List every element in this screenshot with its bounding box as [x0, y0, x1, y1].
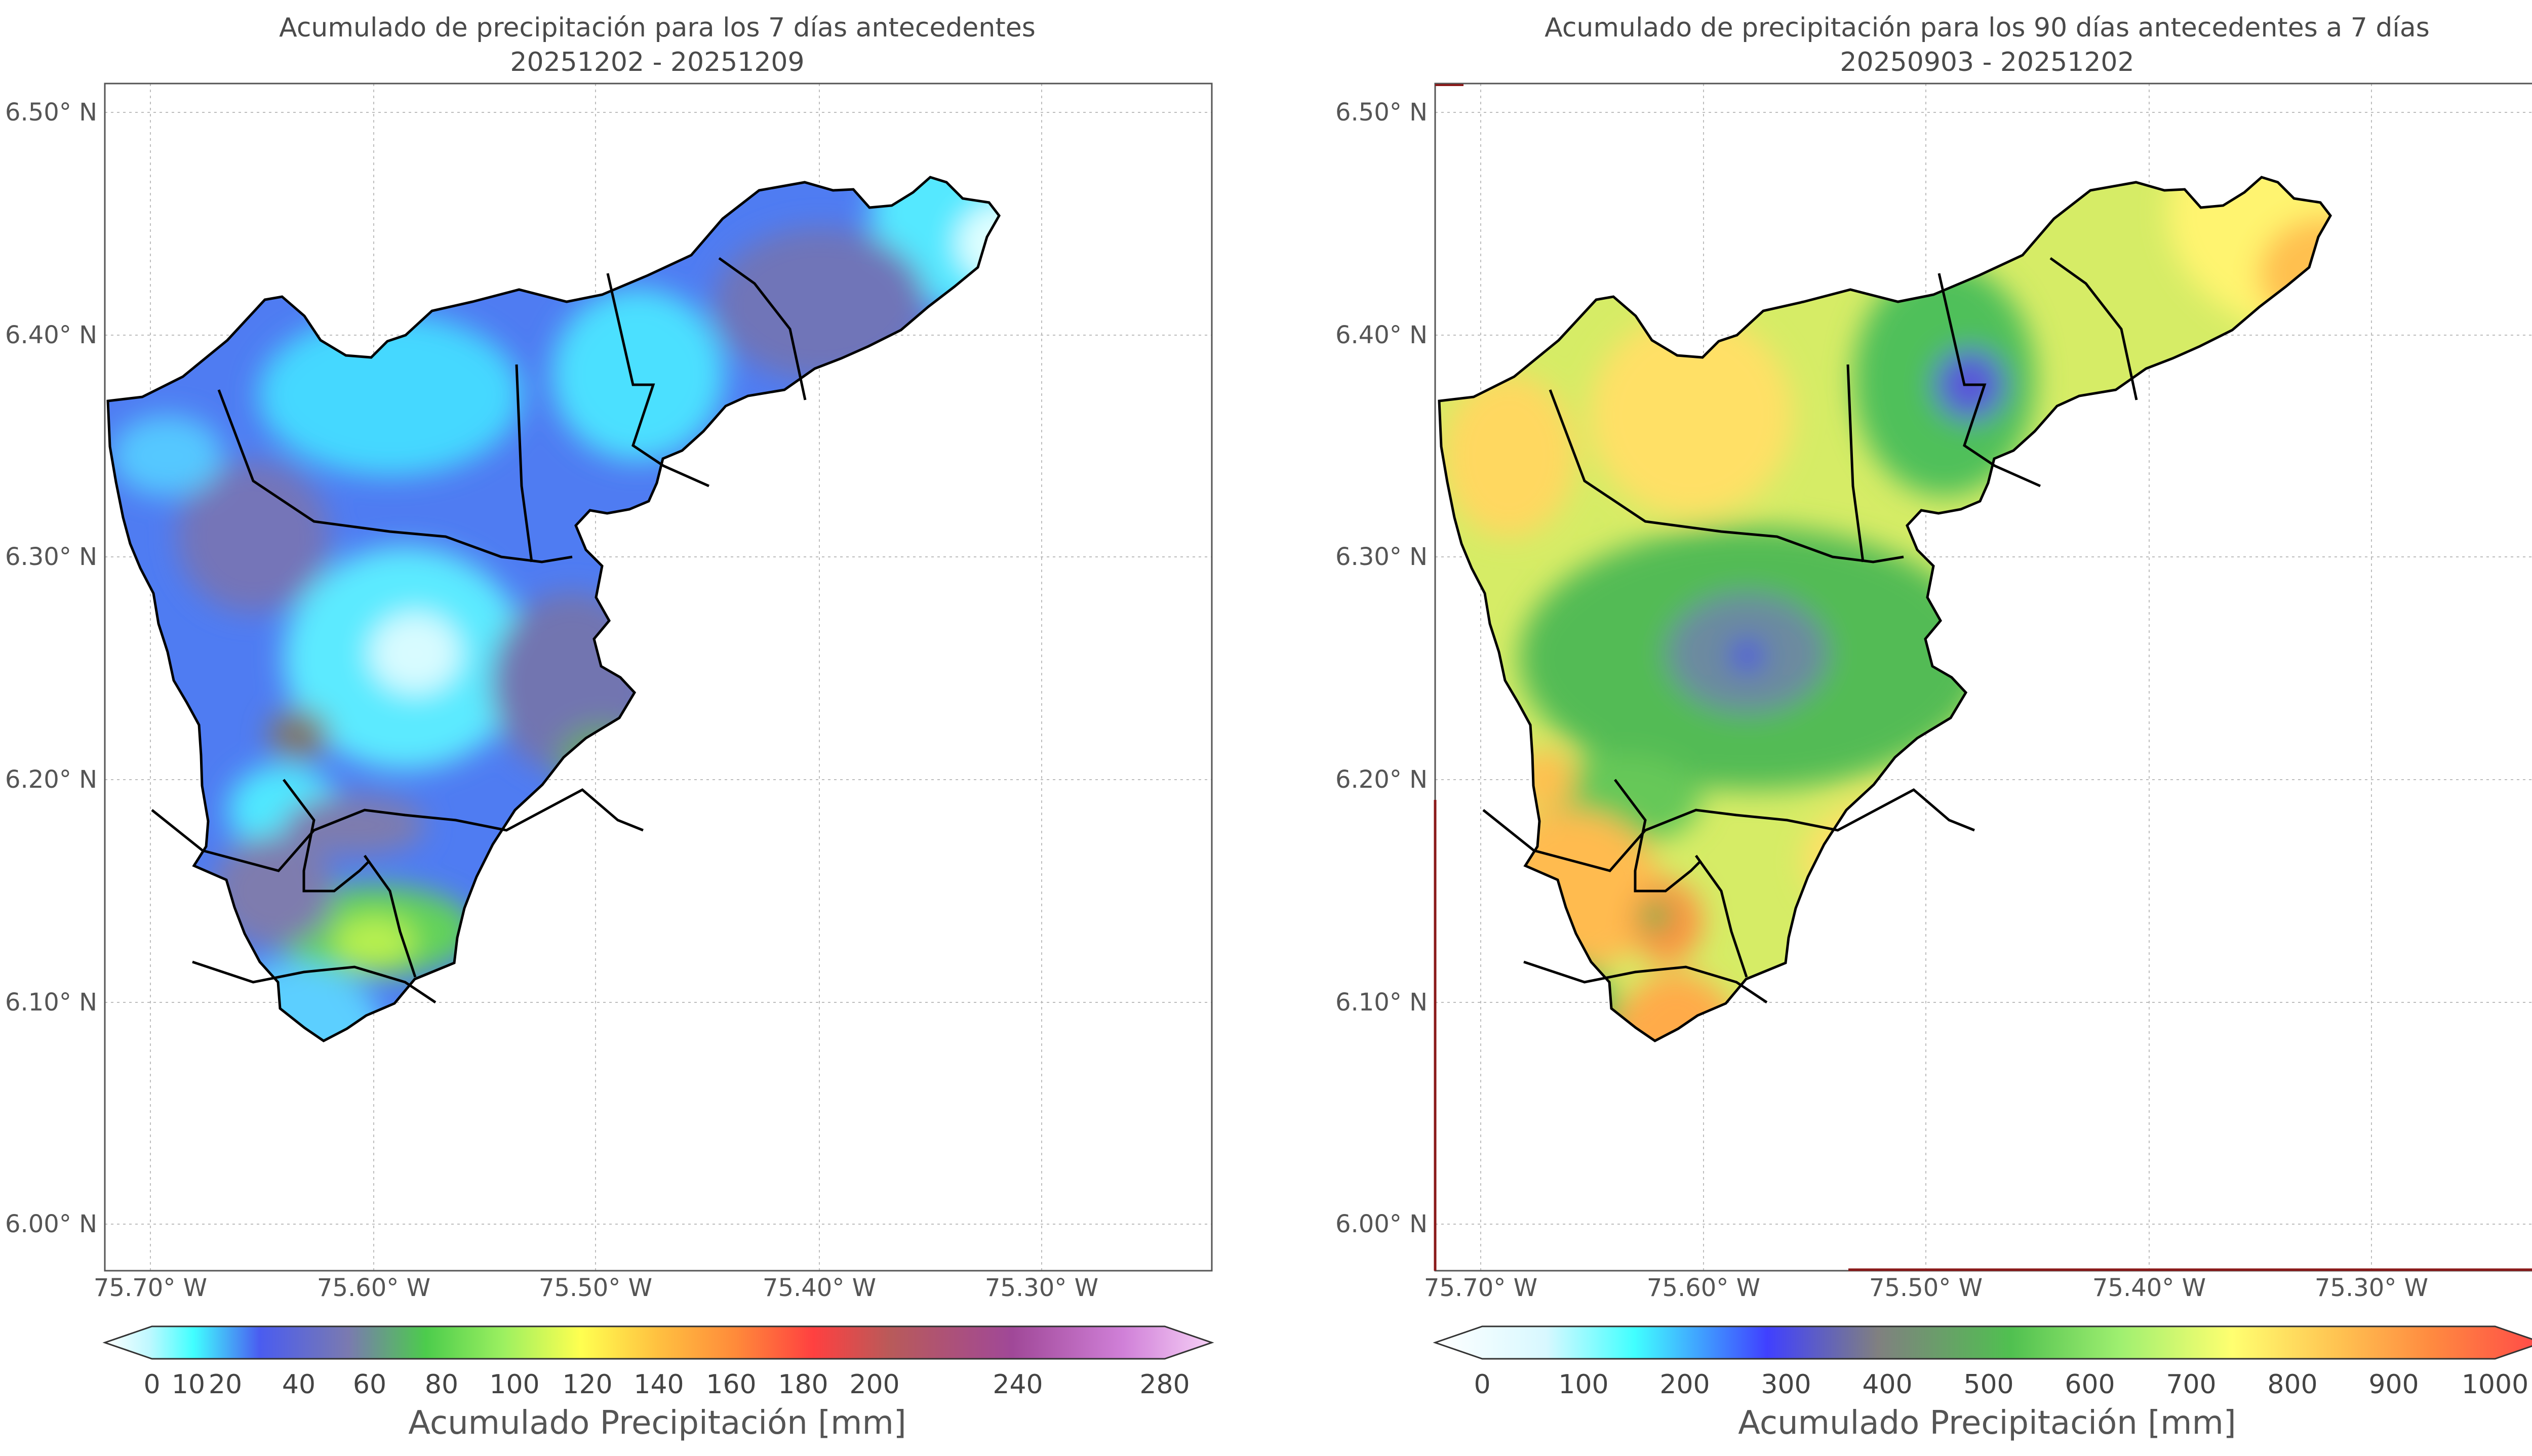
yticks-right: 6.50° N 6.40° N 6.30° N 6.20° N 6.10° N … — [1335, 98, 1428, 1238]
title-line2-left: 20251202 - 20251209 — [510, 47, 804, 77]
yticks-left: 6.50° N 6.40° N 6.30° N 6.20° N 6.10° N … — [5, 98, 97, 1238]
colorbar-left: 0 10 20 40 60 80 100 120 140 160 180 200… — [102, 1325, 1214, 1442]
title-line2-right: 20250903 - 20251202 — [1840, 47, 2134, 77]
cb-left-tick-8: 140 — [634, 1369, 684, 1400]
cb-left-tick-3: 40 — [282, 1369, 315, 1400]
cb-right-tick-4: 400 — [1862, 1369, 1912, 1400]
cb-left-tick-13: 280 — [1139, 1369, 1190, 1400]
cb-right-tick-10: 1000 — [2462, 1369, 2528, 1400]
cb-right-tick-7: 700 — [2166, 1369, 2216, 1400]
xtick-left-1: 75.60° W — [317, 1274, 430, 1302]
cb-right-tick-2: 200 — [1659, 1369, 1710, 1400]
cb-left-tick-6: 100 — [489, 1369, 539, 1400]
cb-left-tick-10: 180 — [778, 1369, 828, 1400]
cb-left-tick-0: 0 — [143, 1369, 160, 1400]
precip-field-left — [108, 177, 999, 1041]
colorbar-label-right: Acumulado Precipitación [mm] — [1738, 1404, 2236, 1442]
municipality-borders-right — [1439, 177, 2330, 1041]
cb-right-tick-8: 800 — [2267, 1369, 2317, 1400]
xtick-left-0: 75.70° W — [94, 1274, 207, 1302]
xtick-left-4: 75.30° W — [985, 1274, 1098, 1302]
cb-right-tick-9: 900 — [2368, 1369, 2419, 1400]
ytick-right-1: 6.40° N — [1335, 321, 1428, 349]
ytick-right-2: 6.30° N — [1335, 543, 1428, 571]
cb-left-tick-9: 160 — [706, 1369, 756, 1400]
colorbar-ticks-right: 0 100 200 300 400 500 600 700 800 900 10… — [1474, 1369, 2528, 1400]
ytick-left-4: 6.10° N — [5, 988, 97, 1017]
xtick-right-3: 75.40° W — [2092, 1274, 2206, 1302]
cb-left-tick-11: 200 — [849, 1369, 899, 1400]
municipality-borders-left — [108, 177, 999, 1041]
cb-left-tick-7: 120 — [562, 1369, 612, 1400]
cb-right-tick-6: 600 — [2065, 1369, 2115, 1400]
colorbar-label-left: Acumulado Precipitación [mm] — [408, 1404, 906, 1442]
xtick-right-1: 75.60° W — [1647, 1274, 1760, 1302]
ytick-left-2: 6.30° N — [5, 543, 97, 571]
ytick-right-0: 6.50° N — [1335, 98, 1428, 127]
ytick-left-1: 6.40° N — [5, 321, 97, 349]
panel-right: Acumulado de precipitación para los 90 d… — [1335, 13, 2532, 1442]
cb-right-tick-3: 300 — [1761, 1369, 1811, 1400]
ytick-right-3: 6.20° N — [1335, 765, 1428, 794]
ytick-left-3: 6.20° N — [5, 765, 97, 794]
panel-left: Acumulado de precipitación para los 7 dí… — [5, 13, 1214, 1442]
xtick-left-3: 75.40° W — [763, 1274, 876, 1302]
plot-frame-left — [104, 83, 1213, 1272]
xtick-right-0: 75.70° W — [1424, 1274, 1537, 1302]
xticks-right: 75.70° W 75.60° W 75.50° W 75.40° W 75.3… — [1424, 1274, 2428, 1302]
cb-right-tick-1: 100 — [1558, 1369, 1608, 1400]
cb-right-tick-5: 500 — [1963, 1369, 2013, 1400]
colorbar-right: 0 100 200 300 400 500 600 700 800 900 10… — [1433, 1325, 2532, 1442]
title-line1-right: Acumulado de precipitación para los 90 d… — [1545, 13, 2430, 43]
xtick-right-4: 75.30° W — [2315, 1274, 2428, 1302]
colorbar-ticks-left: 0 10 20 40 60 80 100 120 140 160 180 200… — [143, 1369, 1190, 1400]
ytick-left-0: 6.50° N — [5, 98, 97, 127]
ytick-right-5: 6.00° N — [1335, 1210, 1428, 1238]
precip-field-right — [1439, 177, 2330, 1041]
xtick-left-2: 75.50° W — [539, 1274, 652, 1302]
ytick-right-4: 6.10° N — [1335, 988, 1428, 1017]
cb-left-tick-1: 10 — [172, 1369, 205, 1400]
cb-left-tick-2: 20 — [209, 1369, 242, 1400]
cb-left-tick-4: 60 — [353, 1369, 386, 1400]
xticks-left: 75.70° W 75.60° W 75.50° W 75.40° W 75.3… — [94, 1274, 1098, 1302]
cb-right-tick-0: 0 — [1474, 1369, 1490, 1400]
cb-left-tick-12: 240 — [993, 1369, 1043, 1400]
title-line1-left: Acumulado de precipitación para los 7 dí… — [279, 13, 1036, 43]
cb-left-tick-5: 80 — [425, 1369, 458, 1400]
ytick-left-5: 6.00° N — [5, 1210, 97, 1238]
xtick-right-2: 75.50° W — [1869, 1274, 1983, 1302]
